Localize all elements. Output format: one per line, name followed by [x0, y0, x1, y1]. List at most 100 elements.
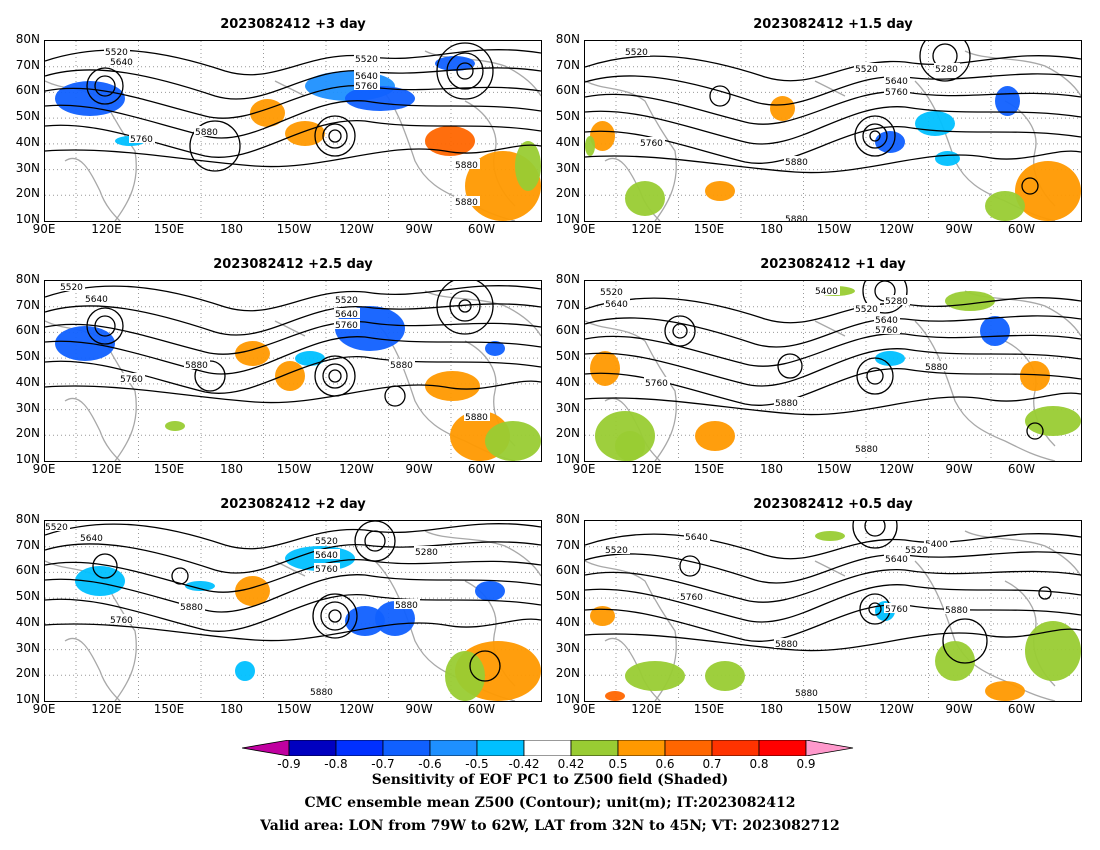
z500-contour [585, 150, 1081, 174]
z500-closed-contour [709, 85, 731, 107]
z500-closed-contour [328, 609, 342, 623]
contour-label-bg [784, 213, 810, 221]
z500-closed-contour [364, 530, 386, 552]
sensitivity-shading [615, 431, 645, 461]
z500-closed-contour [1026, 422, 1044, 440]
lat-tick-label: 30N [555, 640, 580, 655]
contour-label: 5880 [945, 606, 968, 616]
contour-label-bg [389, 359, 415, 369]
contour-label-bg [84, 293, 110, 303]
z500-closed-contour [314, 115, 356, 157]
sensitivity-shading [485, 341, 505, 356]
z500-closed-contour [171, 567, 189, 585]
coastline [964, 50, 1081, 97]
contour-label-bg [884, 603, 910, 613]
sensitivity-shading [275, 361, 305, 391]
lat-tick-label: 60N [15, 563, 40, 578]
lat-tick-label: 30N [15, 640, 40, 655]
lon-tick-label: 150E [693, 222, 725, 236]
contour-label-bg [79, 532, 105, 542]
z500-closed-contour [868, 602, 882, 616]
lat-tick-label: 50N [555, 589, 580, 604]
contour-label-bg [104, 46, 130, 56]
lon-tick-label: 180 [220, 222, 243, 236]
z500-closed-contour [469, 650, 501, 682]
z500-closed-contour [328, 129, 342, 143]
z500-contour [585, 348, 1081, 387]
lon-tick-label: 120E [631, 702, 662, 716]
sensitivity-shading [1025, 406, 1081, 436]
colorbar-segment [429, 740, 478, 756]
lat-tick-label: 20N [555, 186, 580, 201]
lat-tick-label: 40N [15, 374, 40, 389]
contour-label: 5640 [335, 310, 358, 320]
z500-contour [45, 356, 541, 394]
contour-label: 5640 [875, 316, 898, 326]
lon-tick-label: 120W [879, 462, 914, 476]
contour-label-bg [454, 159, 480, 169]
colorbar-tick-label: 0.6 [655, 757, 675, 771]
sensitivity-shading [475, 581, 505, 601]
sensitivity-shading [235, 341, 270, 366]
contour-label: 5400 [925, 540, 948, 550]
lon-tick-label: 90W [945, 462, 973, 476]
z500-closed-contour [320, 601, 350, 631]
map-frame: 5520 5640 5520 5640 5760 5760 5880 5880 5880 [44, 280, 542, 462]
contour-label-bg [334, 294, 360, 304]
contour-label-bg [314, 535, 340, 545]
map-frame: 5520 5640 5760 5880 5880 5880 5520 5640 5760 [44, 40, 542, 222]
lon-tick-label: 120E [91, 702, 122, 716]
map-plot: 5520564054005280552056405760576058805880… [585, 281, 1081, 461]
lat-tick-label: 30N [555, 160, 580, 175]
z500-contour [45, 100, 541, 139]
z500-contour [45, 523, 541, 550]
coastline [274, 80, 306, 97]
lon-tick-label: 60W [467, 222, 496, 236]
z500-contour [585, 73, 1081, 106]
z500-contour [585, 297, 1081, 324]
z500-closed-contour [94, 315, 116, 337]
z500-closed-contour [852, 521, 898, 549]
lat-tick-label: 10N [15, 452, 40, 466]
z500-closed-contour [672, 323, 688, 339]
z500-contour [585, 392, 1081, 416]
z500-closed-contour [312, 593, 358, 639]
colorbar-tick-label: -0.7 [371, 757, 395, 771]
colorbar-tick-label: 0.9 [796, 757, 816, 771]
z500-closed-contour [322, 363, 348, 389]
lat-tick-label: 40N [15, 134, 40, 149]
sensitivity-shading [295, 351, 325, 366]
sensitivity-shading [985, 191, 1025, 221]
contour-label-bg [884, 86, 910, 96]
contour-label-bg [854, 303, 880, 313]
sensitivity-shading [1025, 621, 1081, 681]
contour-label-bg [309, 686, 335, 696]
z500-closed-contour [864, 521, 886, 537]
z500-closed-contour [869, 130, 881, 142]
coastline [64, 397, 121, 461]
contour-label-bg [109, 614, 135, 624]
coastline [274, 320, 306, 337]
z500-contour [45, 120, 541, 158]
z500-contour [45, 380, 541, 404]
sensitivity-shading [625, 661, 685, 691]
contour-label-bg [944, 604, 970, 614]
sensitivity-shading [1015, 161, 1081, 221]
contour-label: 5880 [395, 601, 418, 611]
lon-tick-label: 120W [339, 222, 374, 236]
lon-tick-label: 60W [1007, 222, 1036, 236]
sensitivity-shading [425, 126, 475, 156]
z500-closed-contour [866, 367, 884, 385]
lon-tick-label: 150E [153, 222, 185, 236]
lat-tick-label: 60N [555, 563, 580, 578]
lat-tick-label: 70N [555, 537, 580, 552]
contour-label: 5880 [180, 603, 203, 613]
contour-label-bg [109, 56, 135, 66]
z500-contour [45, 303, 541, 336]
contour-label-bg [184, 359, 210, 369]
colorbar-low-extension [242, 740, 290, 756]
z500-closed-contour [449, 290, 481, 322]
contour-label: 5880 [465, 413, 488, 423]
contour-label-bg [314, 563, 340, 573]
